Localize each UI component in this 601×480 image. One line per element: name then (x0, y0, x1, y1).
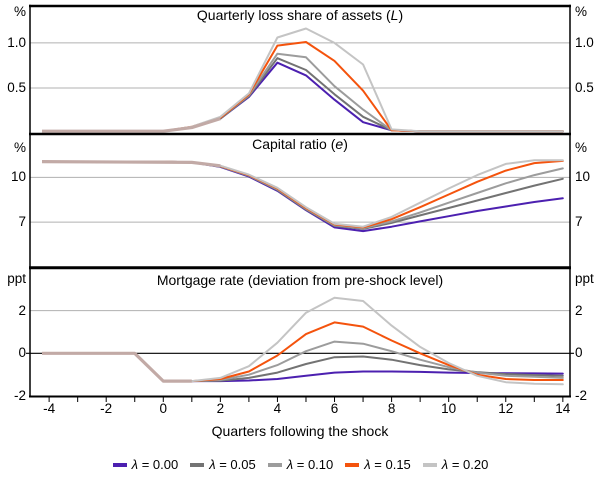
y-tick-label: 2 (575, 302, 583, 318)
x-tick-label: -2 (100, 401, 113, 416)
y-axis-unit-label: ppt (575, 271, 594, 286)
y-axis-unit-label: % (13, 4, 26, 19)
legend-label: λ = 0.15 (364, 457, 411, 472)
legend-swatch-icon (190, 462, 205, 467)
pre-shock-line (42, 117, 221, 133)
y-axis-unit-label: % (575, 4, 588, 19)
pre-shock-line (42, 351, 192, 383)
y-tick-label: 0.5 (575, 80, 594, 95)
series-line (48, 61, 564, 133)
x-tick-label: 10 (441, 401, 457, 416)
x-tick-label: 8 (387, 401, 396, 416)
panel-title: Capital ratio (e) (252, 136, 348, 152)
y-tick-label: -2 (13, 388, 26, 404)
series-line (48, 27, 564, 133)
y-axis-unit-label: % (575, 140, 588, 155)
legend-label: λ = 0.10 (286, 457, 334, 472)
x-tick-label: 0 (159, 401, 168, 416)
legend-item: λ = 0.20 (422, 457, 489, 472)
legend-swatch-icon (112, 462, 127, 467)
x-tick-label: 6 (330, 401, 339, 416)
x-tick-label: 14 (555, 401, 571, 416)
legend: λ = 0.00 λ = 0.05 λ = 0.10 λ = 0.15 λ = 0.20 (0, 457, 601, 472)
legend-swatch-icon (345, 462, 360, 467)
panel-title: Quarterly loss share of assets (L) (196, 7, 404, 23)
series-line (48, 57, 564, 133)
series-line (48, 159, 564, 228)
y-tick-label: 7 (575, 214, 583, 230)
legend-label: λ = 0.20 (441, 457, 489, 472)
y-axis-unit-label: % (13, 140, 26, 155)
panel-title: Mortgage rate (deviation from pre-shock … (156, 272, 444, 288)
legend-item: λ = 0.05 (190, 457, 256, 472)
y-tick-label: 0 (575, 345, 583, 361)
y-axis-unit-label: ppt (7, 271, 26, 286)
x-tick-label: 12 (498, 401, 514, 416)
legend-item: λ = 0.15 (345, 457, 411, 472)
y-tick-label: 10 (575, 169, 591, 185)
x-tick-label: 4 (273, 401, 282, 416)
pre-shock-line (41, 160, 221, 168)
legend-label: λ = 0.00 (131, 457, 179, 472)
legend-label: λ = 0.05 (209, 457, 256, 472)
y-tick-label: 1.0 (575, 34, 594, 50)
legend-item: λ = 0.10 (267, 457, 334, 472)
legend-swatch-icon (267, 462, 282, 467)
y-tick-label: 10 (10, 169, 26, 185)
y-tick-label: 1.0 (7, 34, 26, 50)
y-tick-label: 0 (18, 345, 26, 361)
y-tick-label: 0.5 (7, 80, 26, 95)
x-axis-title: Quarters following the shock (211, 423, 389, 439)
x-tick-label: 2 (216, 401, 225, 416)
series-line (48, 41, 564, 133)
legend-swatch-icon (422, 462, 437, 467)
series-line (48, 52, 564, 133)
x-tick-label: -4 (43, 401, 56, 416)
y-tick-label: 7 (18, 214, 26, 230)
y-tick-label: -2 (575, 388, 588, 404)
y-tick-label: 2 (18, 302, 26, 318)
legend-item: λ = 0.00 (112, 457, 179, 472)
